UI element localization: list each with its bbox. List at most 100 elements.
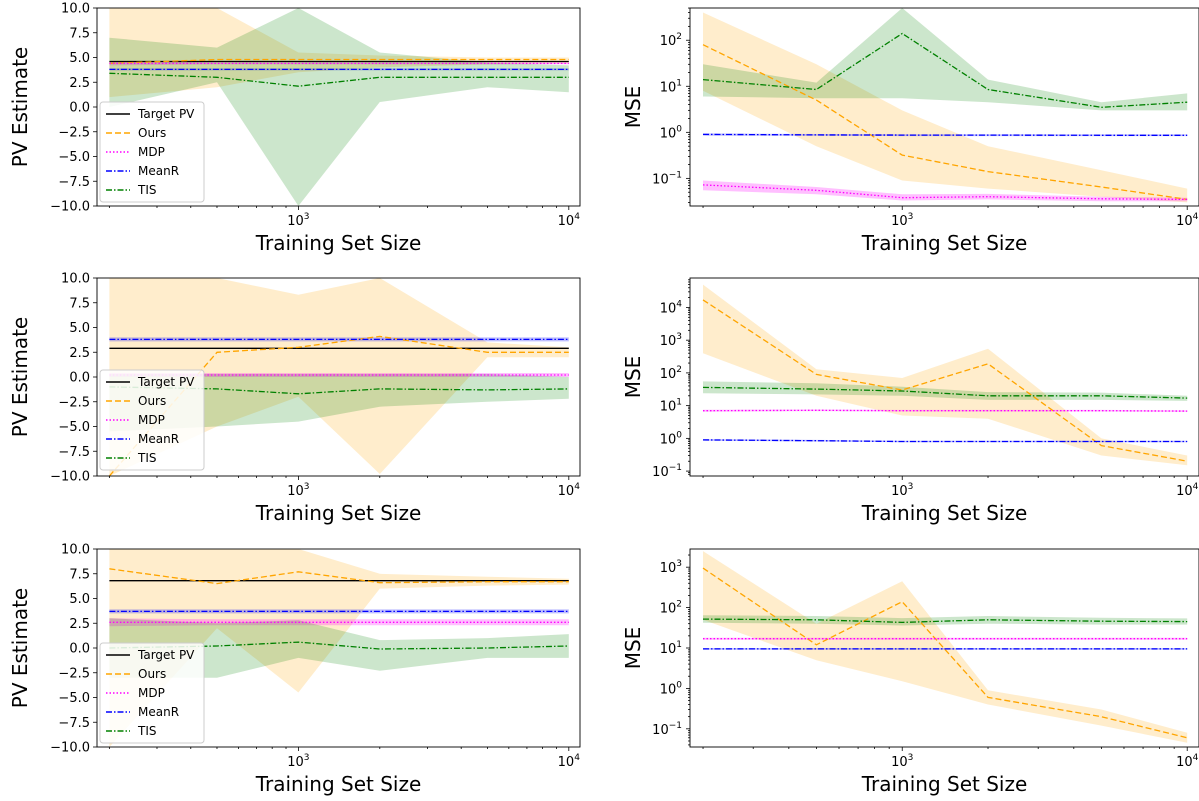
y-axis-label: MSE — [621, 86, 645, 129]
series-line-tis — [702, 386, 1188, 399]
y-tick-label: −10.0 — [50, 741, 90, 756]
y-tick-label: 103 — [660, 332, 682, 349]
y-tick-label: 102 — [660, 600, 682, 617]
y-tick-label: −7.5 — [58, 445, 90, 460]
y-tick-base: 10 — [660, 80, 677, 95]
y-tick-exponent: −1 — [669, 721, 682, 731]
legend-label: MeanR — [138, 432, 179, 446]
y-tick-label: 2.5 — [69, 76, 90, 91]
x-tick-base: 10 — [287, 484, 304, 499]
y-tick-exponent: 4 — [676, 299, 682, 309]
legend: Target PV Ours MDP MeanR TIS — [99, 369, 205, 471]
y-tick-base: 10 — [660, 126, 677, 141]
x-tick-base: 10 — [891, 755, 908, 770]
band-tis — [703, 381, 1188, 401]
x-tick-exponent: 4 — [574, 753, 580, 763]
y-tick-label: −5.0 — [58, 691, 90, 706]
y-tick-base: 10 — [660, 334, 677, 349]
x-tick-label: 104 — [558, 212, 581, 229]
band-tis — [109, 374, 569, 432]
x-tick-exponent: 4 — [1193, 212, 1199, 222]
y-tick-base: 10 — [652, 172, 669, 187]
y-tick-label: 0.0 — [69, 371, 90, 386]
y-tick-base: 10 — [660, 301, 677, 316]
y-tick-base: 10 — [660, 400, 677, 415]
legend-label: Ours — [138, 394, 166, 408]
y-axis-label: PV Estimate — [8, 47, 32, 167]
x-tick-base: 10 — [891, 484, 908, 499]
y-tick-base: 10 — [652, 723, 669, 738]
series-line-tis — [702, 32, 1188, 108]
legend-label: TIS — [137, 724, 157, 738]
y-axis-label: PV Estimate — [8, 588, 32, 708]
band-mdp — [703, 180, 1188, 202]
series-line-ours — [702, 299, 1188, 462]
x-axis-label: Training Set Size — [861, 772, 1028, 796]
x-tick-label: 104 — [558, 482, 581, 499]
y-tick-exponent: 0 — [676, 124, 682, 134]
x-tick-exponent: 3 — [304, 212, 310, 222]
legend-label: Target PV — [137, 375, 195, 389]
series-line-ours — [109, 58, 569, 65]
y-tick-label: −2.5 — [58, 125, 90, 140]
x-tick-base: 10 — [558, 214, 575, 229]
y-tick-exponent: 1 — [676, 640, 682, 650]
band-meanr — [703, 439, 1188, 443]
y-tick-label: 100 — [660, 124, 683, 141]
y-tick-label: 101 — [660, 78, 682, 95]
y-tick-base: 10 — [660, 561, 677, 576]
y-tick-label: 100 — [660, 430, 683, 447]
y-tick-label: 101 — [660, 640, 682, 657]
band-tis — [109, 8, 569, 206]
y-tick-label: 2.5 — [69, 346, 90, 361]
y-tick-label: 7.5 — [69, 567, 90, 582]
y-tick-exponent: 1 — [676, 398, 682, 408]
y-tick-label: −5.0 — [58, 420, 90, 435]
x-tick-base: 10 — [1176, 484, 1193, 499]
y-tick-exponent: 0 — [676, 430, 682, 440]
x-axis-label: Training Set Size — [861, 501, 1028, 525]
legend-label: MDP — [138, 413, 165, 427]
legend-label: Ours — [138, 667, 166, 681]
band-ours — [703, 284, 1188, 466]
series-line-meanr — [702, 133, 1188, 136]
legend-label: MeanR — [138, 705, 179, 719]
y-tick-label: 102 — [660, 365, 682, 382]
x-tick-exponent: 4 — [574, 212, 580, 222]
series-line-ours — [702, 44, 1188, 201]
panel-pv-2: 103 104−10.0−7.5−5.0−2.50.02.55.07.510.0T… — [8, 272, 581, 525]
series-line-tis — [702, 618, 1188, 624]
y-tick-exponent: 3 — [676, 332, 682, 342]
y-tick-label: 101 — [660, 398, 682, 415]
x-tick-label: 104 — [1176, 212, 1199, 229]
x-tick-label: 104 — [1176, 482, 1199, 499]
x-tick-exponent: 4 — [574, 482, 580, 492]
band-meanr — [109, 337, 569, 342]
band-ours — [109, 8, 569, 98]
y-tick-label: −10.0 — [50, 200, 90, 215]
band-tis — [109, 618, 569, 678]
y-tick-base: 10 — [660, 432, 677, 447]
band-ours — [703, 12, 1188, 203]
y-tick-label: 103 — [660, 559, 682, 576]
band-ours — [109, 278, 569, 476]
x-tick-label: 104 — [558, 753, 581, 770]
panel-pv-1: 103 104−10.0−7.5−5.0−2.50.02.55.07.510.0T… — [8, 2, 581, 255]
legend-label: Ours — [138, 126, 166, 140]
y-tick-base: 10 — [660, 602, 677, 617]
panel-pv-3: 103 104−10.0−7.5−5.0−2.50.02.55.07.510.0T… — [8, 543, 581, 796]
legend-label: MeanR — [138, 164, 179, 178]
y-tick-base: 10 — [660, 682, 677, 697]
band-ours — [703, 551, 1188, 743]
y-tick-base: 10 — [652, 465, 669, 480]
band-tis — [703, 615, 1188, 626]
legend-label: Target PV — [137, 648, 195, 662]
x-tick-exponent: 3 — [908, 753, 914, 763]
y-tick-label: 10−1 — [652, 463, 682, 480]
x-tick-exponent: 3 — [908, 482, 914, 492]
y-tick-label: 0.0 — [69, 101, 90, 116]
y-tick-label: 102 — [660, 32, 682, 49]
x-tick-label: 104 — [1176, 753, 1199, 770]
